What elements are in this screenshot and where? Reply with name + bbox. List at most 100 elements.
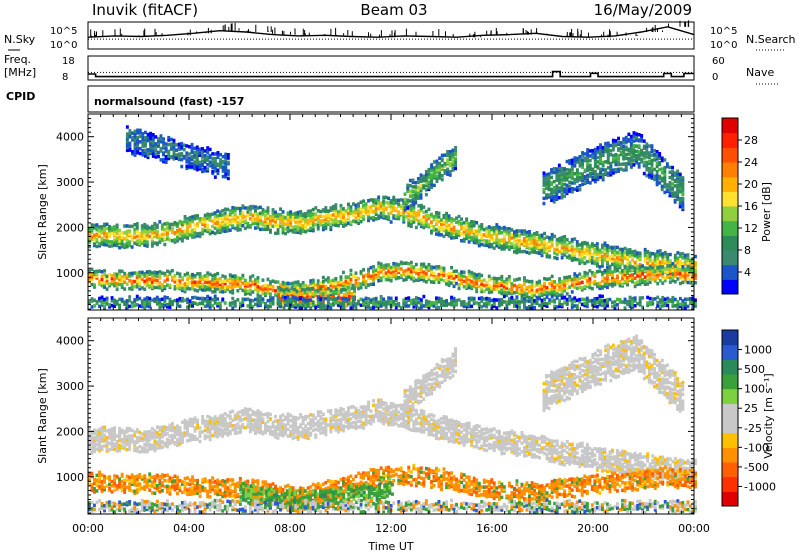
heatmap-cell bbox=[357, 204, 360, 208]
heatmap-cell bbox=[500, 302, 504, 307]
heatmap-cell bbox=[407, 209, 411, 214]
heatmap-cell bbox=[254, 209, 257, 213]
heatmap-cell bbox=[201, 155, 204, 159]
heatmap-cell bbox=[676, 306, 680, 310]
heatmap-cell bbox=[681, 181, 685, 185]
heatmap-cell bbox=[128, 229, 132, 233]
heatmap-cell bbox=[128, 224, 132, 229]
heatmap-cell bbox=[555, 305, 559, 309]
heatmap-cell bbox=[422, 179, 426, 183]
heatmap-cell bbox=[640, 136, 644, 141]
heatmap-cell bbox=[435, 302, 438, 306]
heatmap-cell bbox=[552, 194, 556, 199]
heatmap-cell bbox=[492, 302, 496, 306]
heatmap-cell bbox=[467, 303, 471, 307]
heatmap-cell bbox=[552, 200, 556, 204]
heatmap-cell bbox=[131, 135, 134, 140]
heatmap-cell bbox=[472, 283, 476, 288]
heatmap-cell bbox=[296, 280, 300, 284]
heatmap-cell bbox=[206, 149, 210, 153]
heatmap-cell bbox=[467, 283, 471, 287]
heatmap-cell bbox=[470, 227, 474, 231]
heatmap-cell bbox=[276, 216, 280, 221]
heatmap-cell bbox=[158, 220, 162, 224]
heatmap-cell bbox=[581, 178, 584, 183]
heatmap-cell bbox=[570, 280, 574, 285]
heatmap-cell bbox=[437, 219, 441, 224]
heatmap-cell bbox=[118, 306, 122, 310]
heatmap-cell bbox=[138, 234, 142, 238]
heatmap-cell bbox=[666, 299, 670, 304]
heatmap-cell bbox=[530, 285, 534, 290]
heatmap-cell bbox=[588, 181, 592, 185]
heatmap-cell bbox=[580, 249, 584, 253]
heatmap-cell bbox=[424, 301, 428, 306]
heatmap-cell bbox=[432, 166, 436, 170]
heatmap-cell bbox=[178, 237, 182, 241]
heatmap-cell bbox=[442, 220, 446, 224]
heatmap-cell bbox=[604, 171, 608, 176]
heatmap-cell bbox=[198, 280, 202, 284]
heatmap-cell bbox=[110, 231, 114, 235]
heatmap-cell bbox=[213, 211, 217, 215]
heatmap-cell bbox=[533, 305, 536, 310]
heatmap-cell bbox=[676, 188, 680, 193]
heatmap-cell bbox=[455, 301, 458, 306]
heatmap-cell bbox=[201, 277, 205, 281]
heatmap-cell bbox=[460, 239, 463, 243]
heatmap-cell bbox=[647, 155, 651, 159]
heatmap-cell bbox=[540, 289, 544, 293]
heatmap-cell bbox=[241, 273, 245, 278]
heatmap-cell bbox=[133, 298, 137, 302]
heatmap-cell bbox=[153, 278, 157, 282]
heatmap-cell bbox=[598, 269, 602, 273]
heatmap-cell bbox=[133, 151, 137, 155]
heatmap-cell bbox=[392, 265, 396, 269]
heatmap-cell bbox=[624, 164, 628, 168]
heatmap-cell bbox=[593, 247, 597, 252]
heatmap-cell bbox=[430, 178, 434, 182]
heatmap-cell bbox=[432, 170, 436, 174]
heatmap-cell bbox=[460, 217, 463, 221]
heatmap-cell bbox=[424, 275, 428, 279]
heatmap-cell bbox=[208, 303, 212, 307]
heatmap-cell bbox=[442, 215, 446, 220]
heatmap-cell bbox=[673, 274, 677, 278]
heatmap-cell bbox=[402, 261, 406, 266]
heatmap-cell bbox=[588, 172, 592, 176]
heatmap-cell bbox=[614, 162, 618, 167]
heatmap-cell bbox=[216, 151, 220, 155]
heatmap-cell bbox=[397, 268, 401, 273]
heatmap-cell bbox=[580, 280, 584, 285]
heatmap-cell bbox=[668, 193, 672, 198]
heatmap-cell bbox=[311, 303, 315, 308]
heatmap-cell bbox=[226, 160, 230, 165]
heatmap-cell bbox=[632, 143, 636, 148]
heatmap-cell bbox=[492, 283, 496, 288]
heatmap-cell bbox=[485, 234, 489, 239]
heatmap-cell bbox=[568, 256, 572, 260]
heatmap-cell bbox=[118, 241, 122, 246]
heatmap-cell bbox=[575, 298, 579, 303]
heatmap-cell bbox=[606, 148, 610, 152]
heatmap-cell bbox=[254, 297, 257, 302]
heatmap-cell bbox=[593, 252, 597, 257]
heatmap-cell bbox=[635, 134, 638, 139]
heatmap-cell bbox=[331, 222, 335, 227]
heatmap-cell bbox=[538, 284, 541, 288]
heatmap-cell bbox=[344, 223, 348, 227]
heatmap-cell bbox=[570, 162, 574, 167]
heatmap-cell bbox=[686, 304, 690, 309]
heatmap-cell bbox=[583, 156, 587, 160]
heatmap-cell bbox=[598, 250, 602, 254]
heatmap-cell bbox=[568, 173, 572, 177]
heatmap-cell bbox=[568, 246, 572, 250]
heatmap-cell bbox=[593, 282, 597, 286]
heatmap-cell bbox=[223, 219, 227, 223]
heatmap-cell bbox=[462, 302, 466, 306]
heatmap-cell bbox=[477, 239, 481, 243]
heatmap-cell bbox=[138, 296, 142, 301]
heatmap-cell bbox=[411, 178, 415, 182]
heatmap-cell bbox=[609, 161, 613, 166]
heatmap-cell bbox=[352, 210, 355, 214]
